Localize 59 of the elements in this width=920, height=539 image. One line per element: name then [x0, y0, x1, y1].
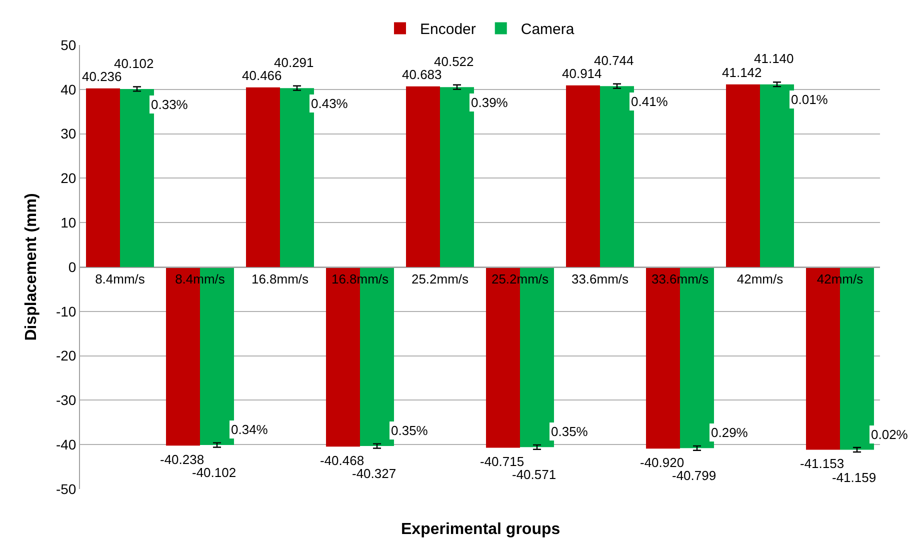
data-label: 40.236 — [82, 69, 122, 84]
y-tick-label: -50 — [56, 480, 76, 497]
annotation: 0.41% — [631, 94, 668, 109]
y-tick-label: 0 — [68, 258, 76, 275]
x-tick-label: 42mm/s — [736, 272, 784, 287]
data-label: -40.799 — [672, 468, 716, 483]
x-tick-label: 8.4mm/s — [95, 272, 146, 287]
y-tick-label: 40 — [60, 81, 76, 98]
data-label: 40.914 — [562, 66, 602, 81]
annotation: 0.39% — [471, 95, 508, 110]
data-label: -40.468 — [320, 453, 364, 468]
data-label: 40.102 — [114, 56, 154, 71]
x-axis-title: Experimental groups — [401, 521, 560, 538]
y-tick-label: 20 — [60, 170, 76, 186]
y-tick-label: 50 — [60, 36, 76, 53]
y-tick-label: -20 — [56, 348, 76, 364]
data-label: -40.920 — [640, 455, 684, 470]
x-tick-label: 33.6mm/s — [651, 272, 710, 287]
y-tick-label: 30 — [60, 126, 76, 142]
bar — [726, 84, 760, 267]
x-tick-label: 25.2mm/s — [411, 272, 470, 287]
data-label: -40.715 — [480, 454, 524, 469]
x-tick-label: 33.6mm/s — [571, 272, 630, 287]
annotation: 0.35% — [551, 424, 588, 439]
data-label: -40.238 — [160, 452, 204, 467]
data-label: -41.159 — [832, 470, 876, 485]
legend-label: Encoder — [420, 21, 476, 38]
annotation: 0.34% — [231, 422, 268, 437]
bar — [406, 86, 440, 267]
data-label: -41.153 — [800, 456, 844, 471]
bar — [566, 85, 600, 267]
x-tick-label: 8.4mm/s — [175, 272, 226, 287]
data-label: 40.522 — [434, 54, 474, 69]
annotation: 0.43% — [311, 96, 348, 111]
y-axis-title: Displacement (mm) — [22, 193, 40, 341]
x-tick-label: 25.2mm/s — [491, 272, 550, 287]
y-tick-label: 10 — [60, 214, 76, 230]
data-label: -40.571 — [512, 467, 556, 482]
annotation: 0.02% — [871, 427, 908, 442]
x-tick-label: 42mm/s — [816, 272, 864, 287]
y-tick-label: -30 — [56, 392, 76, 408]
annotation: 0.29% — [711, 425, 748, 440]
data-label: 41.140 — [754, 51, 794, 66]
bar — [86, 88, 120, 267]
data-label: 41.142 — [722, 65, 762, 80]
data-label: 40.744 — [594, 53, 634, 68]
bar — [246, 87, 280, 267]
data-label: 40.683 — [402, 67, 442, 82]
legend-label: Camera — [520, 21, 575, 38]
annotation: 0.33% — [151, 97, 188, 112]
data-label: 40.466 — [242, 68, 282, 83]
annotation: 0.01% — [791, 92, 828, 107]
annotation: 0.35% — [391, 423, 428, 438]
data-label: 40.291 — [274, 55, 314, 70]
data-label: -40.102 — [192, 465, 236, 480]
data-label: -40.327 — [352, 466, 396, 481]
y-tick-label: -40 — [56, 436, 76, 452]
x-tick-label: 16.8mm/s — [251, 272, 310, 287]
y-tick-label: -10 — [56, 303, 76, 320]
